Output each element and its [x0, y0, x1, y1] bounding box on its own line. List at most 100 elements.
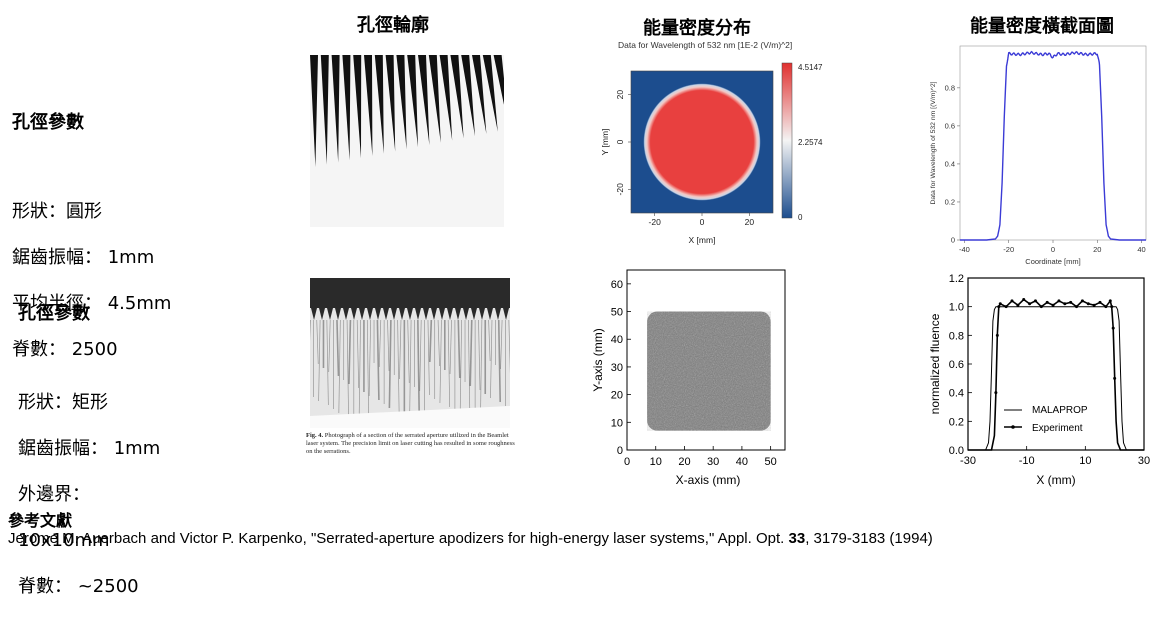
sq-ytick-label: 60: [611, 279, 623, 291]
row1-param-title: 孔徑參數: [12, 112, 84, 133]
cross-section-line-chart: -40 -20 0 20 40 0 0.2 0.4 0.6 0.8 Coordinate [mm]…: [930, 45, 1147, 266]
photo-streak: [439, 319, 442, 404]
row1-param-amplitude: 鋸齒振幅： 1mm: [12, 247, 155, 268]
header-fluence-distribution: 能量密度分布: [643, 18, 751, 39]
photo-streak: [388, 319, 392, 409]
experiment-point: [1080, 299, 1084, 303]
sq-ytick-label: 50: [611, 307, 623, 319]
photo-streak: [397, 319, 400, 413]
nf-xtick-label: -10: [1019, 455, 1035, 467]
row2-param-ridges: 脊數： ~2500: [18, 576, 139, 597]
reference-text-pre: Jerome M. Auerbach and Victor P. Karpenk…: [8, 530, 789, 547]
sq-ytick-label: 20: [611, 390, 623, 402]
normalized-fluence-ylabel: normalized fluence: [928, 313, 942, 414]
legend-experiment: Experiment: [1032, 423, 1083, 434]
photo-streak: [468, 319, 471, 420]
row1-param-ridges: 脊數： 2500: [12, 339, 118, 360]
sq-xtick-label: 0: [624, 456, 630, 468]
fig4-caption: Fig. 4. Photograph of a section of the s…: [306, 432, 518, 456]
serration-teeth-rect: [310, 304, 510, 320]
photo-streak: [399, 319, 402, 380]
experiment-point: [1057, 299, 1061, 303]
row1-param-shape: 形狀：圓形: [12, 201, 102, 222]
sq-xtick-label: 50: [765, 456, 777, 468]
cs-xtick-label: -40: [959, 245, 970, 254]
heatmap1-ytick-label: -20: [615, 183, 625, 196]
experiment-point: [1051, 303, 1055, 307]
sq-xtick-label: 20: [678, 456, 690, 468]
sq-xtick-label: 30: [707, 456, 719, 468]
normalized-fluence-chart: -30 -10 10 30 0.0 0.2 0.4 0.6 0.8 1.0 1.2 MALAPROP…: [928, 273, 1150, 487]
nf-ytick-label: 0.0: [949, 445, 964, 457]
heatmap1-xtick-label: -20: [649, 217, 662, 227]
experiment-point: [1110, 305, 1114, 309]
cs-xtick-label: 40: [1137, 245, 1145, 254]
cs-ytick-label: 0.6: [945, 121, 955, 130]
normalized-fluence-legend: MALAPROP Experiment: [1004, 405, 1088, 434]
row2-param-shape: 形狀：矩形: [18, 392, 108, 413]
photo-streak: [449, 319, 452, 375]
photo-streak: [407, 319, 410, 384]
experiment-point: [997, 305, 1001, 309]
heatmap1-circular-beam: [643, 83, 761, 201]
measured-fluence-square: 0 10 20 30 40 50 0 10 20 30 40 50 60 X-axis (mm) Y-a…: [591, 269, 786, 487]
experiment-point: [1039, 305, 1043, 309]
photo-streak: [508, 319, 510, 374]
experiment-point: [1108, 299, 1112, 303]
cs-xtick-label: 20: [1093, 245, 1101, 254]
photo-streak: [387, 319, 390, 372]
rectangular-aperture-photo: [310, 278, 510, 428]
row2-parameters: 孔徑參數 形狀：矩形 鋸齒振幅： 1mm 外邊界： 10x10mm 脊數： ~2…: [18, 279, 288, 621]
sq-xtick-label: 10: [650, 456, 662, 468]
nf-ytick-label: 1.2: [949, 273, 964, 285]
row2-param-title: 孔徑參數: [18, 303, 90, 324]
nf-ytick-label: 0.8: [949, 330, 964, 342]
sq-ytick-label: 40: [611, 334, 623, 346]
photo-streak: [346, 319, 349, 418]
reference-citation: Jerome M. Auerbach and Victor P. Karpenk…: [8, 530, 933, 547]
heatmap1-ytick-label: 0: [615, 139, 625, 144]
photo-streak: [429, 319, 433, 363]
photo-streak: [336, 319, 340, 377]
nf-xtick-label: -30: [960, 455, 976, 467]
heatmap1-xlabel: X [mm]: [689, 235, 716, 245]
photo-streak: [318, 319, 321, 402]
experiment-point: [1033, 299, 1037, 303]
experiment-point: [1010, 299, 1014, 303]
photo-streak: [457, 319, 461, 379]
colorbar-min-label: 0: [798, 213, 803, 222]
nf-xtick-label: 10: [1079, 455, 1091, 467]
experiment-point: [1113, 376, 1117, 380]
nf-xtick-label: 30: [1138, 455, 1150, 467]
photo-streak: [316, 319, 319, 365]
photo-streak: [459, 319, 462, 416]
photo-streak: [478, 319, 481, 391]
experiment-point: [1069, 300, 1073, 304]
nf-ytick-label: 0.2: [949, 416, 964, 428]
row1-param-radius: 平均半徑： 4.5mm: [12, 293, 172, 314]
heatmap1-ylabel: Y [mm]: [600, 129, 610, 156]
header-fluence-cross-section: 能量密度橫截面圖: [970, 16, 1114, 37]
square-ylabel: Y-axis (mm): [591, 328, 605, 392]
colorbar-mid-label: 2.2574: [798, 138, 823, 147]
row2-param-boundary: 外邊界：: [18, 484, 90, 505]
experiment-point: [998, 302, 1002, 306]
nf-ytick-label: 0.4: [949, 388, 964, 400]
cross-section-ylabel: Data for Wavelength of 532 nm [(V/m)^2]: [930, 81, 937, 204]
fig4-label: Fig. 4.: [306, 432, 324, 439]
fig4-text: Photograph of a section of the serrated …: [306, 432, 515, 455]
experiment-point: [1063, 302, 1067, 306]
photo-streak: [338, 319, 341, 414]
photo-streak: [500, 319, 503, 370]
colorbar-max-label: 4.5147: [798, 63, 823, 72]
cs-ytick-label: 0.4: [945, 159, 955, 168]
legend-malaprop: MALAPROP: [1032, 405, 1088, 416]
normalized-fluence-xlabel: X (mm): [1036, 473, 1075, 487]
photo-streak: [417, 319, 421, 425]
experiment-point: [1104, 305, 1108, 309]
photo-streak: [447, 319, 451, 408]
cross-section-xlabel: Coordinate [mm]: [1025, 257, 1080, 266]
experiment-point: [1028, 302, 1032, 306]
experiment-point: [1075, 305, 1079, 309]
sq-ytick-label: 30: [611, 362, 623, 374]
